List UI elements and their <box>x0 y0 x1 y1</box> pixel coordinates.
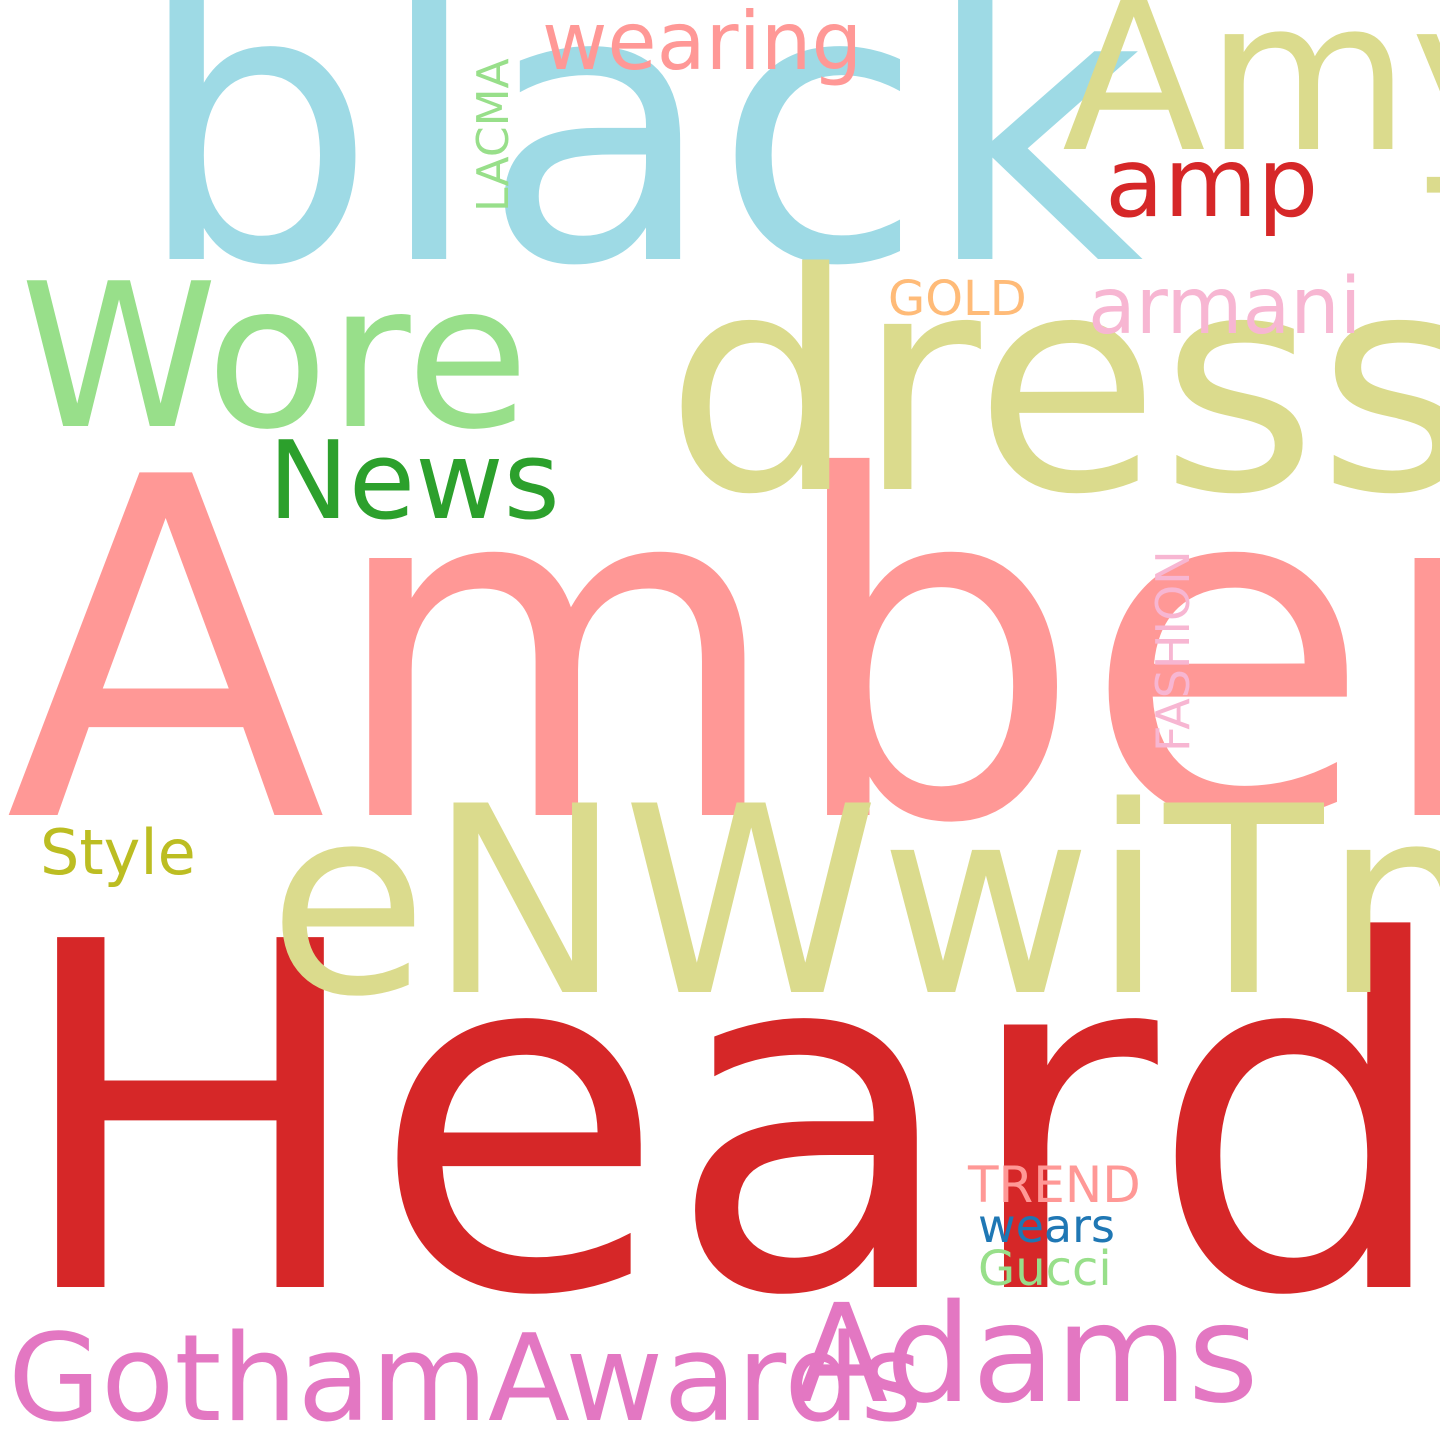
word-wears: wears <box>978 1199 1115 1253</box>
word-adams: Adams <box>795 1276 1259 1434</box>
word-gothamawards: GothamAwards <box>8 1310 923 1440</box>
word-wearing: wearing <box>542 0 863 88</box>
word-enwwitn7: eNWwiTn7 <box>268 752 1440 1054</box>
word-gucci: Gucci <box>978 1241 1112 1297</box>
word-wore: Wore <box>20 241 530 474</box>
word-amber: Amber <box>5 379 1440 926</box>
word-trend: TREND <box>968 1156 1141 1214</box>
word-dress: dress <box>665 210 1440 561</box>
word-heard: Heard <box>10 842 1440 1401</box>
word-gold: GOLD <box>888 271 1027 327</box>
word-lacma: LACMA <box>468 58 519 212</box>
word-style: Style <box>40 816 196 889</box>
word-amp: amp <box>1105 127 1319 239</box>
word-news: News <box>268 419 560 544</box>
word-black: black <box>135 0 1144 349</box>
word-armani: armani <box>1088 262 1362 352</box>
word-amy: Amy <box>1062 0 1440 199</box>
word-fashion: FASHION <box>1146 550 1200 752</box>
